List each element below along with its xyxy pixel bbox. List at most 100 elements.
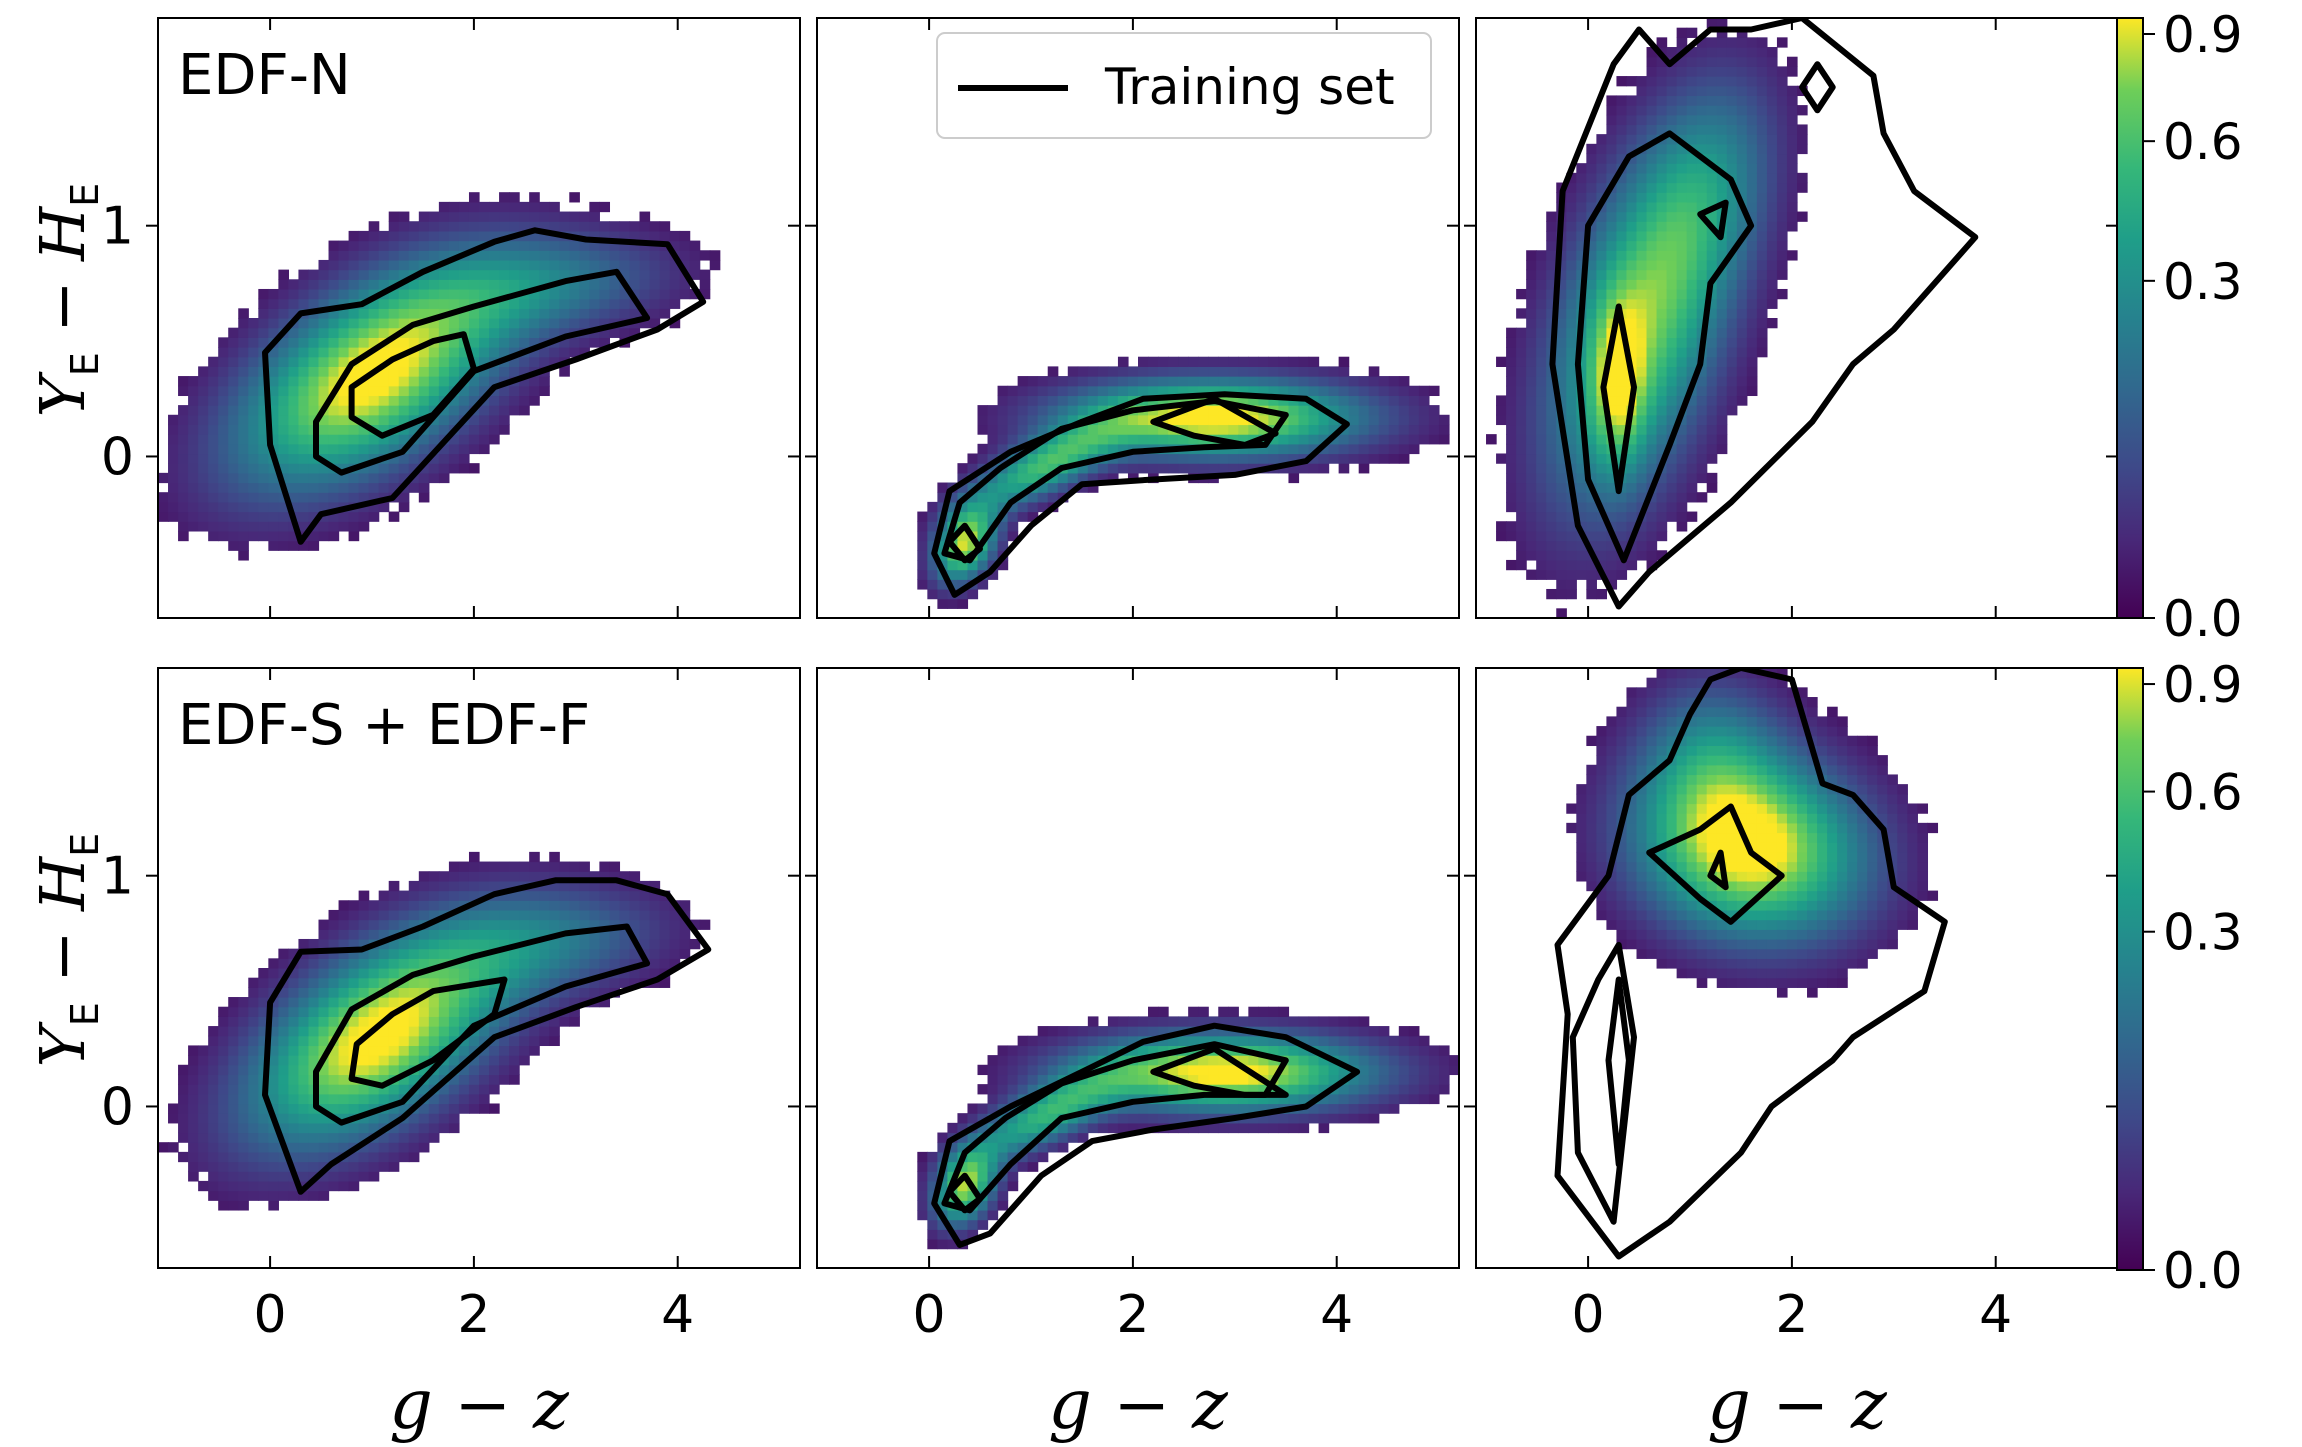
heatmap-cell xyxy=(458,1084,470,1095)
heatmap-cell xyxy=(539,327,550,338)
heatmap-cell xyxy=(947,492,959,503)
heatmap-cell xyxy=(967,1103,979,1114)
heatmap-cell xyxy=(288,1093,300,1105)
heatmap-cell xyxy=(1298,1113,1310,1124)
heatmap-cell xyxy=(1646,192,1658,203)
heatmap-cell xyxy=(1388,414,1400,426)
heatmap-cell xyxy=(228,1026,239,1037)
heatmap-cell xyxy=(228,540,239,551)
heatmap-cell xyxy=(489,1084,500,1095)
heatmap-cell xyxy=(1526,308,1537,319)
heatmap-cell xyxy=(1148,1074,1159,1085)
heatmap-cell xyxy=(328,424,340,435)
heatmap-cell xyxy=(619,890,631,901)
heatmap-cell xyxy=(288,288,300,300)
heatmap-cell xyxy=(1248,1084,1259,1095)
heatmap-cell xyxy=(1646,250,1658,261)
heatmap-cell xyxy=(1626,463,1638,474)
heatmap-cell xyxy=(669,240,681,251)
heatmap-cell xyxy=(348,337,360,348)
heatmap-cell xyxy=(619,938,631,950)
heatmap-cell xyxy=(539,318,550,329)
heatmap-cell xyxy=(458,395,470,406)
heatmap-cell xyxy=(1378,443,1390,455)
heatmap-cell xyxy=(489,968,500,979)
heatmap-cell xyxy=(1666,376,1678,387)
heatmap-cell xyxy=(1278,453,1290,464)
heatmap-cell xyxy=(1027,1113,1039,1124)
heatmap-cell xyxy=(629,919,641,930)
heatmap-cell xyxy=(1556,443,1567,455)
heatmap-cell xyxy=(238,472,249,484)
heatmap-cell xyxy=(1616,395,1628,406)
heatmap-cell xyxy=(1636,356,1648,367)
heatmap-cell xyxy=(1278,405,1290,416)
heatmap-cell xyxy=(917,1200,928,1211)
heatmap-cell xyxy=(1786,182,1798,193)
heatmap-cell xyxy=(468,221,480,232)
heatmap-cell xyxy=(1268,356,1280,367)
heatmap-cell xyxy=(1676,395,1688,406)
heatmap-cell xyxy=(1616,259,1628,271)
heatmap-cell xyxy=(428,938,440,950)
heatmap-cell xyxy=(619,968,631,979)
heatmap-cell xyxy=(1178,1064,1189,1076)
heatmap-cell xyxy=(268,1132,279,1143)
heatmap-cell xyxy=(1158,1045,1169,1056)
heatmap-cell xyxy=(398,958,410,969)
heatmap-cell xyxy=(1268,1064,1280,1076)
heatmap-cell xyxy=(529,259,540,271)
heatmap-cell xyxy=(258,1113,269,1124)
heatmap-cell xyxy=(1736,172,1748,184)
heatmap-cell xyxy=(328,269,340,280)
heatmap-cell xyxy=(649,279,661,290)
heatmap-cell xyxy=(238,530,249,542)
heatmap-cell xyxy=(218,530,229,542)
heatmap-cell xyxy=(589,880,600,892)
heatmap-cell xyxy=(308,1142,320,1153)
heatmap-cell xyxy=(318,385,330,397)
heatmap-cell xyxy=(378,900,390,911)
heatmap-cell xyxy=(589,958,600,969)
heatmap-cell xyxy=(499,366,510,377)
heatmap-cell xyxy=(188,385,199,397)
heatmap-cell xyxy=(569,958,580,969)
heatmap-cell xyxy=(1268,443,1280,455)
heatmap-cell xyxy=(1007,511,1019,522)
heatmap-cell xyxy=(198,521,209,532)
heatmap-cell xyxy=(1706,182,1718,193)
heatmap-cell xyxy=(1706,172,1718,184)
heatmap-cell xyxy=(997,1074,1009,1085)
heatmap-cell xyxy=(1338,385,1350,397)
heatmap-cell xyxy=(1646,269,1658,280)
heatmap-cell xyxy=(1057,1055,1069,1066)
heatmap-cell xyxy=(1596,269,1608,280)
heatmap-cell xyxy=(298,1151,310,1163)
heatmap-cell xyxy=(1117,1084,1129,1095)
heatmap-cell xyxy=(1057,1045,1069,1056)
heatmap-cell xyxy=(1408,1084,1420,1095)
heatmap-cell xyxy=(228,1122,239,1134)
heatmap-cell xyxy=(1706,472,1718,484)
heatmap-cell xyxy=(238,540,249,551)
heatmap-cell xyxy=(1616,221,1628,232)
heatmap-cell xyxy=(569,938,580,950)
heatmap-cell xyxy=(338,472,350,484)
heatmap-cell xyxy=(1736,105,1748,116)
heatmap-cell xyxy=(1158,1113,1169,1124)
heatmap-cell xyxy=(1596,735,1608,747)
heatmap-cell xyxy=(368,492,380,503)
heatmap-cell xyxy=(328,977,340,988)
heatmap-cell xyxy=(438,288,450,300)
heatmap-cell xyxy=(529,395,540,406)
heatmap-cell xyxy=(1318,1064,1330,1076)
heatmap-cell xyxy=(328,530,340,542)
heatmap-cell xyxy=(378,385,390,397)
heatmap-cell xyxy=(609,929,621,940)
heatmap-cell xyxy=(388,968,400,979)
heatmap-cell xyxy=(178,376,189,387)
heatmap-cell xyxy=(977,482,989,493)
heatmap-cell xyxy=(1686,443,1698,455)
heatmap-cell xyxy=(168,492,179,503)
heatmap-cell xyxy=(1288,1093,1300,1105)
